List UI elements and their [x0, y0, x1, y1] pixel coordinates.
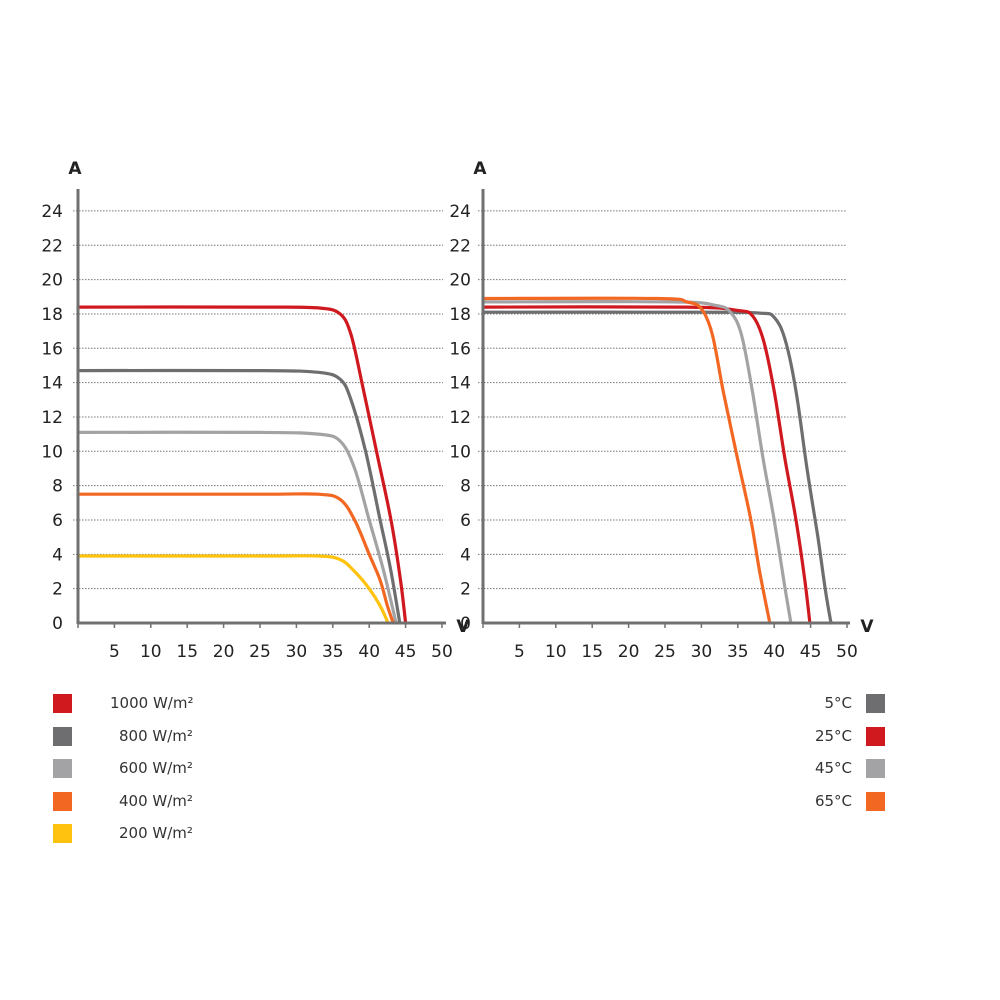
legend-label: 65°C: [814, 792, 852, 810]
legend-item-1000: 1000 W/m²: [53, 693, 193, 713]
y-tick-label: 12: [449, 408, 471, 428]
x-tick-label: 45: [395, 642, 417, 662]
series-line: [481, 305, 812, 625]
y-tick-label: 16: [449, 339, 471, 359]
legend-label: 45°C: [814, 759, 852, 777]
x-tick-label: 15: [176, 642, 198, 662]
legend-swatch: [866, 758, 885, 778]
series-line: [76, 368, 402, 625]
legend-swatch: [53, 726, 72, 746]
x-tick-label: 20: [618, 642, 640, 662]
y-tick-label: 10: [41, 442, 63, 462]
y-tick-label: 20: [41, 271, 63, 291]
legend-swatch: [866, 791, 885, 811]
y-tick-label: 16: [41, 339, 63, 359]
y-tick-label: 6: [52, 511, 63, 531]
series-line: [76, 554, 390, 625]
legend-swatch: [866, 693, 885, 713]
y-tick-label: 24: [41, 202, 63, 222]
legend-item-200: 200 W/m²: [53, 823, 193, 843]
series-line: [481, 300, 793, 625]
x-tick-label: 50: [431, 642, 453, 662]
y-tick-label: 24: [449, 202, 471, 222]
legend-item-25c: 25°C: [760, 726, 885, 746]
y-tick-label: 20: [449, 271, 471, 291]
legend-swatch: [53, 791, 72, 811]
x-tick-label: 45: [800, 642, 822, 662]
x-tick-label: 5: [514, 642, 525, 662]
legend-swatch: [53, 758, 72, 778]
legend-swatch: [866, 726, 885, 746]
y-tick-label: 2: [52, 580, 63, 600]
x-tick-label: 15: [581, 642, 603, 662]
series-line: [76, 492, 395, 625]
y-axis-title: A: [473, 159, 487, 179]
legend-label: 5°C: [824, 694, 852, 712]
y-tick-label: 8: [460, 477, 471, 497]
x-tick-label: 5: [109, 642, 120, 662]
legend-item-800: 800 W/m²: [53, 726, 193, 746]
y-tick-label: 0: [52, 614, 63, 634]
x-tick-label: 50: [836, 642, 858, 662]
legend-label: 400 W/m²: [119, 792, 193, 810]
series-line: [481, 310, 833, 625]
y-tick-label: 4: [460, 545, 471, 565]
legend-label: 200 W/m²: [119, 824, 193, 842]
y-tick-label: 14: [41, 374, 63, 394]
legend-item-5c: 5°C: [760, 693, 885, 713]
y-tick-label: 22: [41, 236, 63, 256]
y-tick-label: 8: [52, 477, 63, 497]
legend-item-600: 600 W/m²: [53, 758, 193, 778]
series-line: [76, 430, 398, 625]
x-tick-label: 10: [545, 642, 567, 662]
legend-label: 600 W/m²: [119, 759, 193, 777]
y-tick-label: 2: [460, 580, 471, 600]
y-tick-label: 0: [460, 614, 471, 634]
x-tick-label: 30: [286, 642, 308, 662]
x-tick-label: 40: [358, 642, 380, 662]
legend-label: 1000 W/m²: [110, 694, 194, 712]
legend-label: 25°C: [814, 727, 852, 745]
legend-swatch: [53, 693, 72, 713]
y-tick-label: 6: [460, 511, 471, 531]
series-line: [481, 296, 772, 625]
legend-item-65c: 65°C: [760, 791, 885, 811]
legend-item-400: 400 W/m²: [53, 791, 193, 811]
x-tick-label: 35: [727, 642, 749, 662]
y-axis-title: A: [68, 159, 82, 179]
x-tick-label: 20: [213, 642, 235, 662]
y-tick-label: 22: [449, 236, 471, 256]
legend-label: 800 W/m²: [119, 727, 193, 745]
y-tick-label: 4: [52, 545, 63, 565]
y-tick-label: 18: [41, 305, 63, 325]
x-tick-label: 35: [322, 642, 344, 662]
y-tick-label: 18: [449, 305, 471, 325]
x-tick-label: 25: [249, 642, 271, 662]
x-tick-label: 30: [691, 642, 713, 662]
x-axis-title: V: [456, 617, 470, 637]
y-tick-label: 14: [449, 374, 471, 394]
x-tick-label: 10: [140, 642, 162, 662]
x-tick-label: 25: [654, 642, 676, 662]
legend-swatch: [53, 823, 72, 843]
x-axis-title: V: [860, 617, 874, 637]
x-tick-label: 40: [763, 642, 785, 662]
series-line: [76, 305, 408, 625]
y-tick-label: 12: [41, 408, 63, 428]
legend-item-45c: 45°C: [760, 758, 885, 778]
y-tick-label: 10: [449, 442, 471, 462]
